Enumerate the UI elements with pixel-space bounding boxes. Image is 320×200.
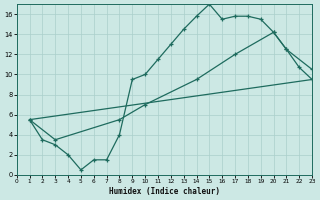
X-axis label: Humidex (Indice chaleur): Humidex (Indice chaleur)	[109, 187, 220, 196]
